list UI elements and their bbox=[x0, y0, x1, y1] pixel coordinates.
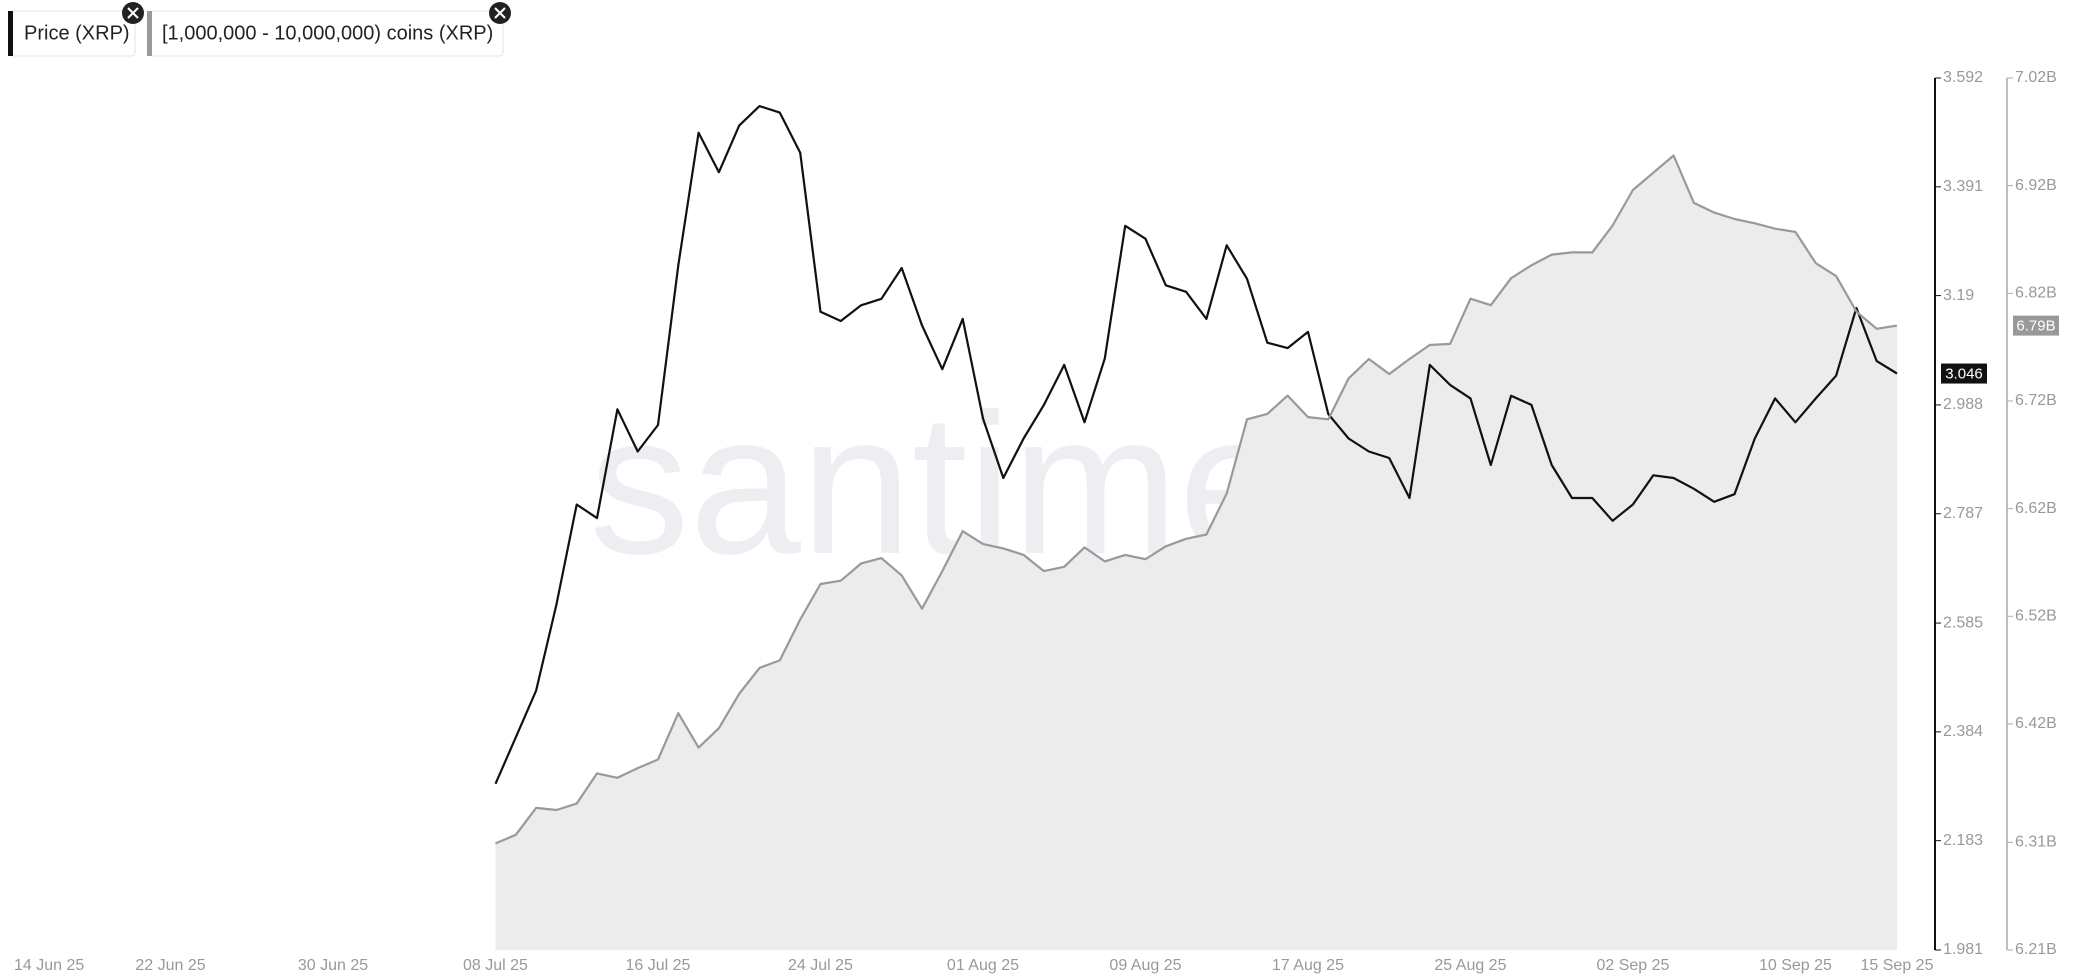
y-tick-label: 2.183 bbox=[1943, 832, 1983, 849]
last-value-badge bbox=[2013, 315, 2059, 336]
last-value-label: 6.79B bbox=[2016, 318, 2055, 335]
legend: Price (XRP) [1,000,000 - 10,000,000) coi… bbox=[8, 2, 511, 57]
y2-tick-label: 7.02B bbox=[2015, 69, 2057, 86]
y2-tick-label: 6.31B bbox=[2015, 834, 2057, 851]
y-tick-label: 3.19 bbox=[1943, 287, 1974, 304]
last-value-label: 3.046 bbox=[1945, 366, 1983, 383]
y-tick-label: 3.592 bbox=[1943, 69, 1983, 86]
close-button[interactable] bbox=[489, 2, 511, 24]
y2-tick-label: 6.52B bbox=[2015, 607, 2057, 624]
x-tick-label: 22 Jun 25 bbox=[135, 957, 205, 974]
x-tick-label: 09 Aug 25 bbox=[1109, 957, 1181, 974]
y-tick-label: 2.787 bbox=[1943, 505, 1983, 522]
y-tick-label: 2.585 bbox=[1943, 614, 1983, 631]
x-tick-label: 15 Sep 25 bbox=[1861, 957, 1934, 974]
area-fill bbox=[495, 155, 1897, 950]
y2-tick-label: 6.92B bbox=[2015, 177, 2057, 194]
legend-swatch bbox=[8, 11, 13, 56]
y2-tick-label: 6.62B bbox=[2015, 500, 2057, 517]
x-tick-label: 25 Aug 25 bbox=[1434, 957, 1506, 974]
y2-tick-label: 6.72B bbox=[2015, 392, 2057, 409]
x-tick-label: 30 Jun 25 bbox=[298, 957, 368, 974]
x-tick-label: 17 Aug 25 bbox=[1272, 957, 1344, 974]
y2-tick-label: 6.82B bbox=[2015, 285, 2057, 302]
y-tick-label: 2.988 bbox=[1943, 396, 1983, 413]
x-tick-label: 10 Sep 25 bbox=[1759, 957, 1832, 974]
x-tick-label: 01 Aug 25 bbox=[947, 957, 1019, 974]
x-tick-label: 02 Sep 25 bbox=[1596, 957, 1669, 974]
y-tick-label: 1.981 bbox=[1943, 941, 1983, 958]
close-button[interactable] bbox=[122, 2, 144, 24]
x-tick-label: 14 Jun 25 bbox=[14, 957, 84, 974]
x-tick-label: 24 Jul 25 bbox=[788, 957, 853, 974]
series-line bbox=[494, 105, 1898, 785]
x-tick-label: 08 Jul 25 bbox=[463, 957, 528, 974]
series-line bbox=[495, 154, 1898, 845]
y2-tick-label: 6.42B bbox=[2015, 715, 2057, 732]
legend-label: [1,000,000 - 10,000,000) coins (XRP) bbox=[162, 22, 493, 44]
x-tick-label: 16 Jul 25 bbox=[626, 957, 691, 974]
y-tick-label: 3.391 bbox=[1943, 178, 1983, 195]
y-tick-label: 2.384 bbox=[1943, 723, 1983, 740]
legend-swatch bbox=[147, 11, 152, 56]
y2-tick-label: 6.21B bbox=[2015, 941, 2057, 958]
last-value-badge bbox=[1941, 363, 1987, 384]
legend-label: Price (XRP) bbox=[24, 22, 130, 44]
